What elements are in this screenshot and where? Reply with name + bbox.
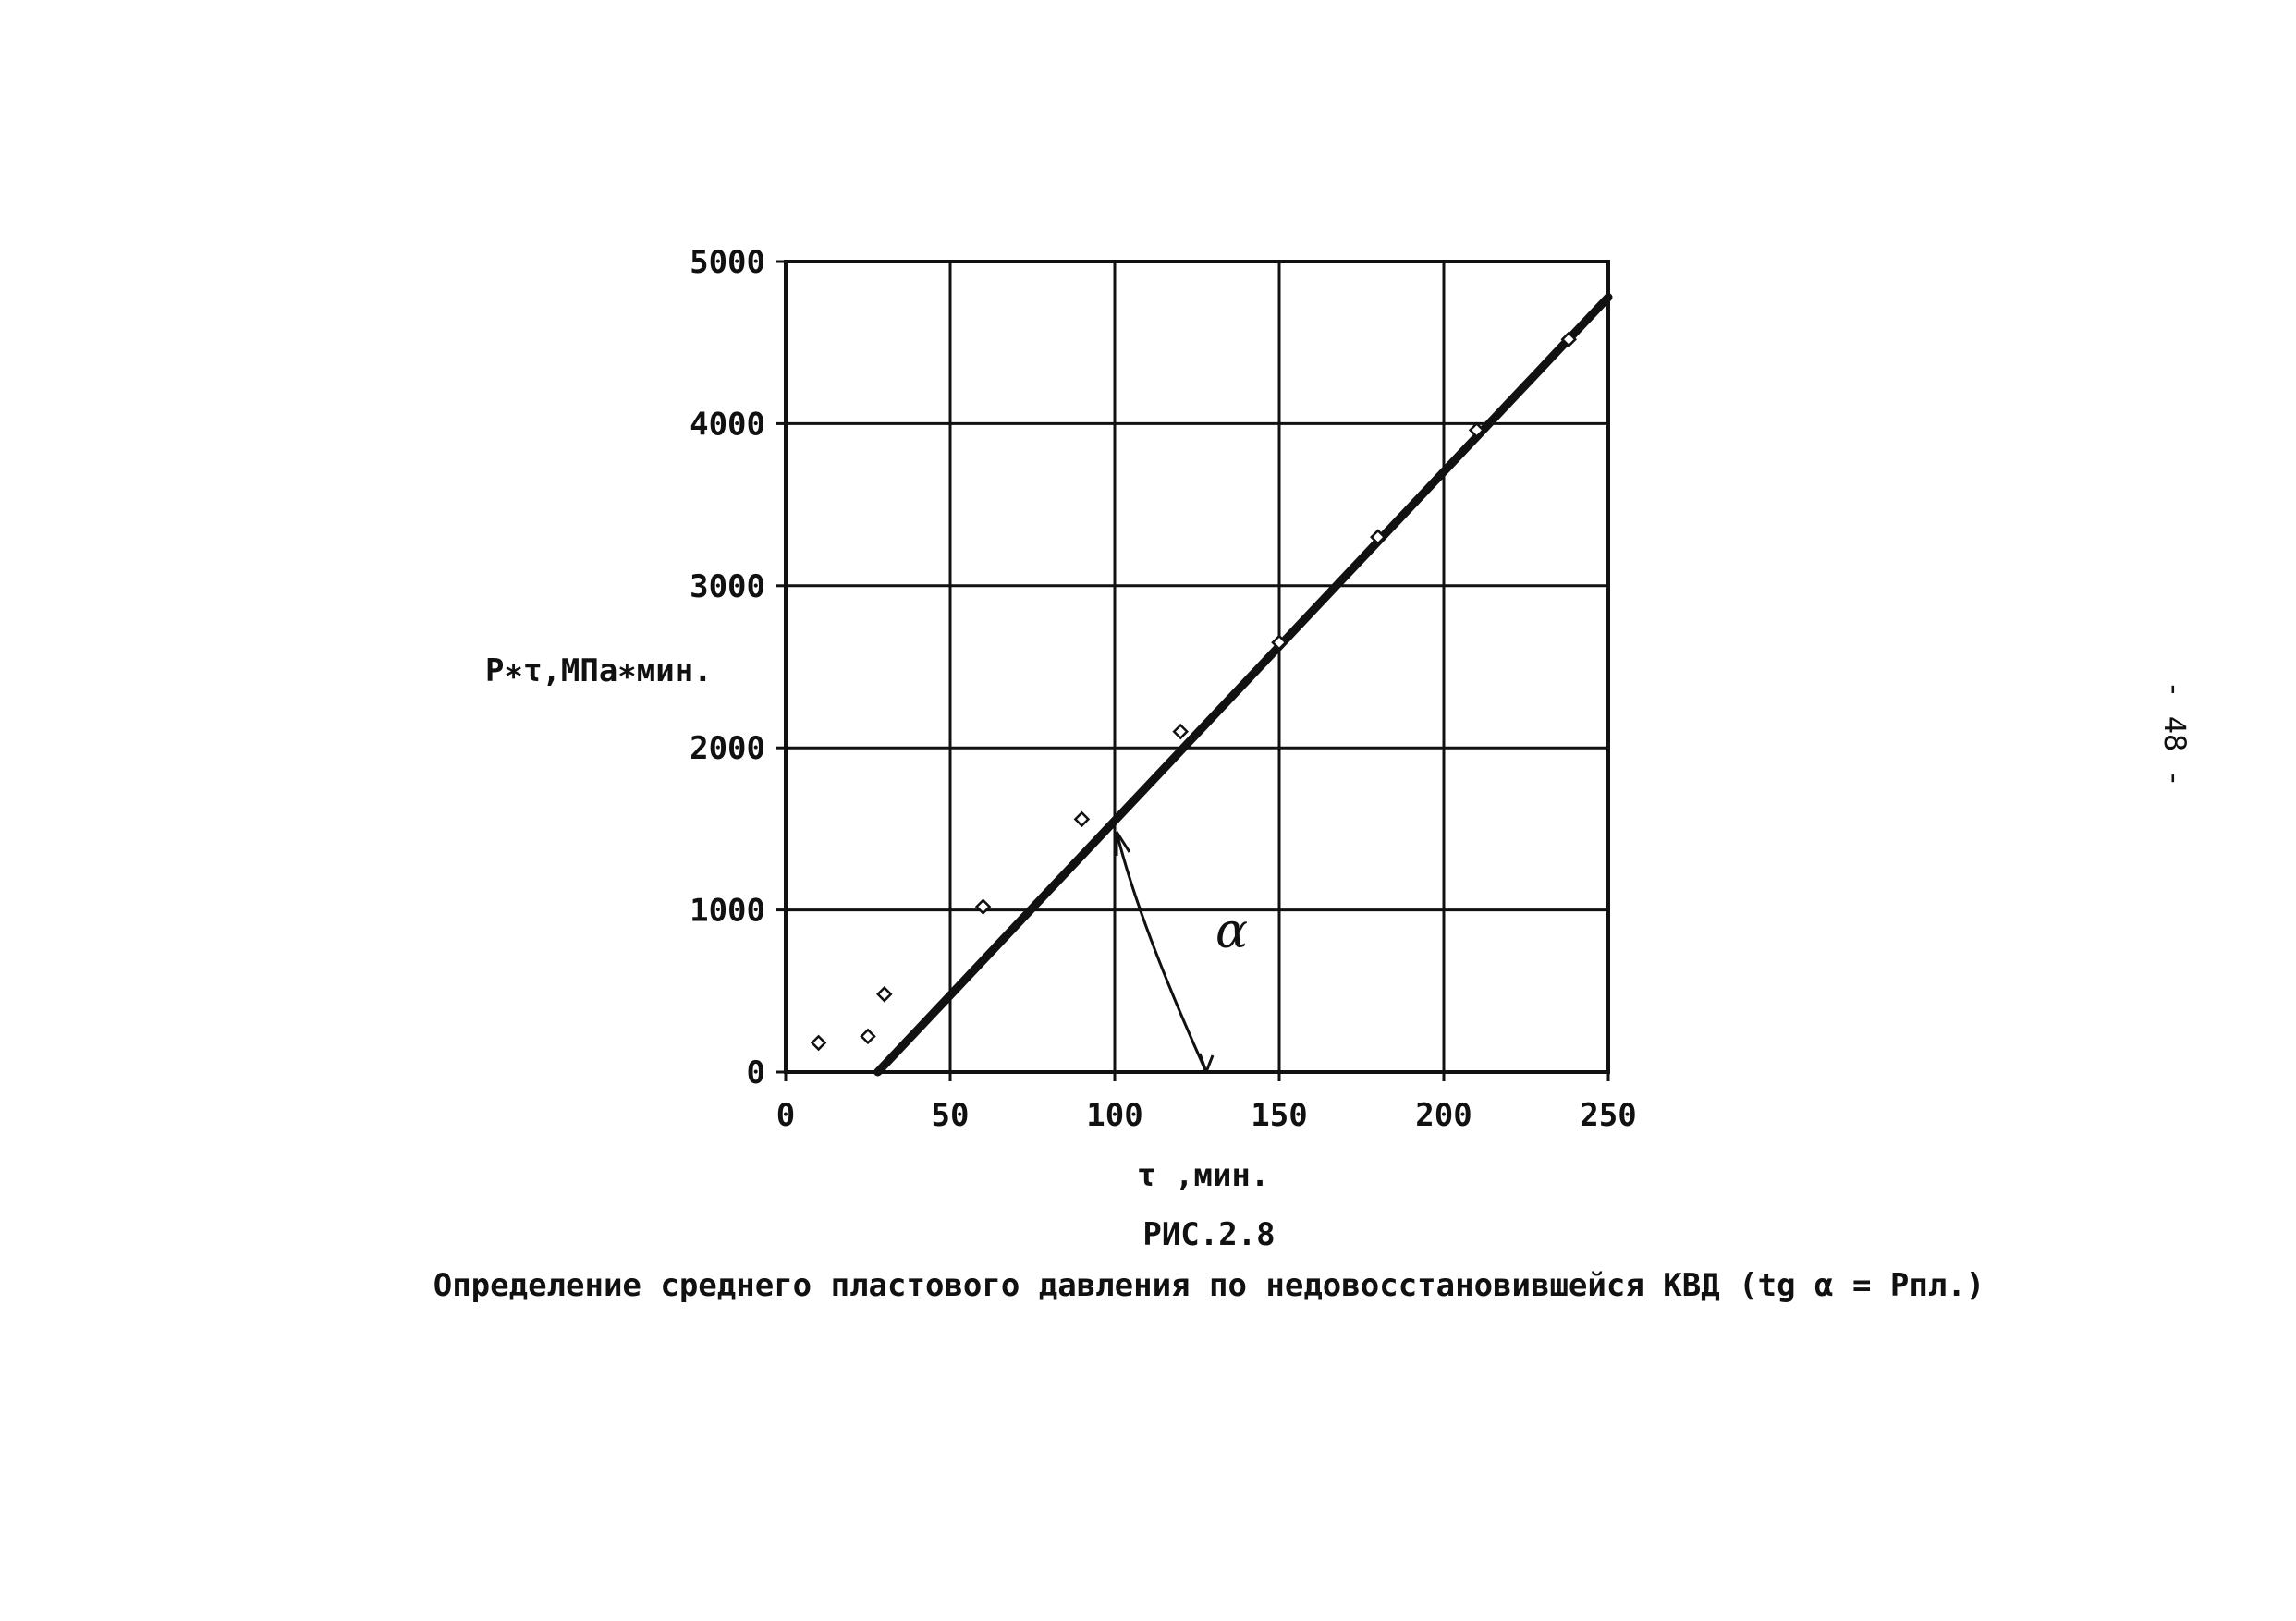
data-point-6 [1172,723,1189,740]
data-point-7 [1271,634,1288,651]
angle-arrow-head [1115,831,1131,856]
plot-frame [784,260,1610,1074]
figure-number: РИС.2.8 [1142,1216,1275,1253]
x-axis-label: τ ,мин. [1137,1157,1269,1194]
grid [784,260,1610,1074]
alpha-label: α [1215,904,1248,959]
y-tick-label-3000: 3000 [690,568,765,605]
x-tick-label-250: 250 [1580,1097,1636,1134]
data-point-9 [1468,421,1485,439]
fit-line-group [873,293,1613,1077]
y-axis-label: P∗τ,МПа∗мин. [485,652,713,689]
page-number: - 48 - [2156,680,2192,787]
data-point-8 [1370,529,1386,545]
x-tick-label-50: 50 [932,1097,970,1134]
y-tick-label-4000: 4000 [690,406,765,443]
y-tick-label-5000: 5000 [690,244,765,281]
data-point-5 [1073,810,1091,828]
data-points [810,331,1578,1052]
x-tick-label-100: 100 [1086,1097,1142,1134]
angle-annotation: α [1115,831,1248,1073]
angle-arrow-tail [1198,1053,1215,1073]
x-tick-label-150: 150 [1251,1097,1307,1134]
x-tick-label-0: 0 [776,1097,795,1134]
data-point-4 [974,898,992,915]
figure-caption: Определение среднего пластового давления… [434,1267,1985,1304]
data-point-3 [876,986,893,1003]
y-tick-label-2000: 2000 [690,730,765,767]
angle-arc [1115,831,1208,1073]
data-point-2 [860,1028,876,1045]
y-tick-label-0: 0 [747,1054,765,1091]
fit-line [873,293,1613,1077]
axes [776,260,1610,1081]
x-tick-label-200: 200 [1415,1097,1472,1134]
tick-labels: 0 50 100 150 200 250 0 1000 2000 3000 4000 5000 [690,244,1637,1134]
data-point-10 [1560,331,1578,347]
y-tick-label-1000: 1000 [690,893,765,930]
data-point-1 [810,1034,827,1052]
